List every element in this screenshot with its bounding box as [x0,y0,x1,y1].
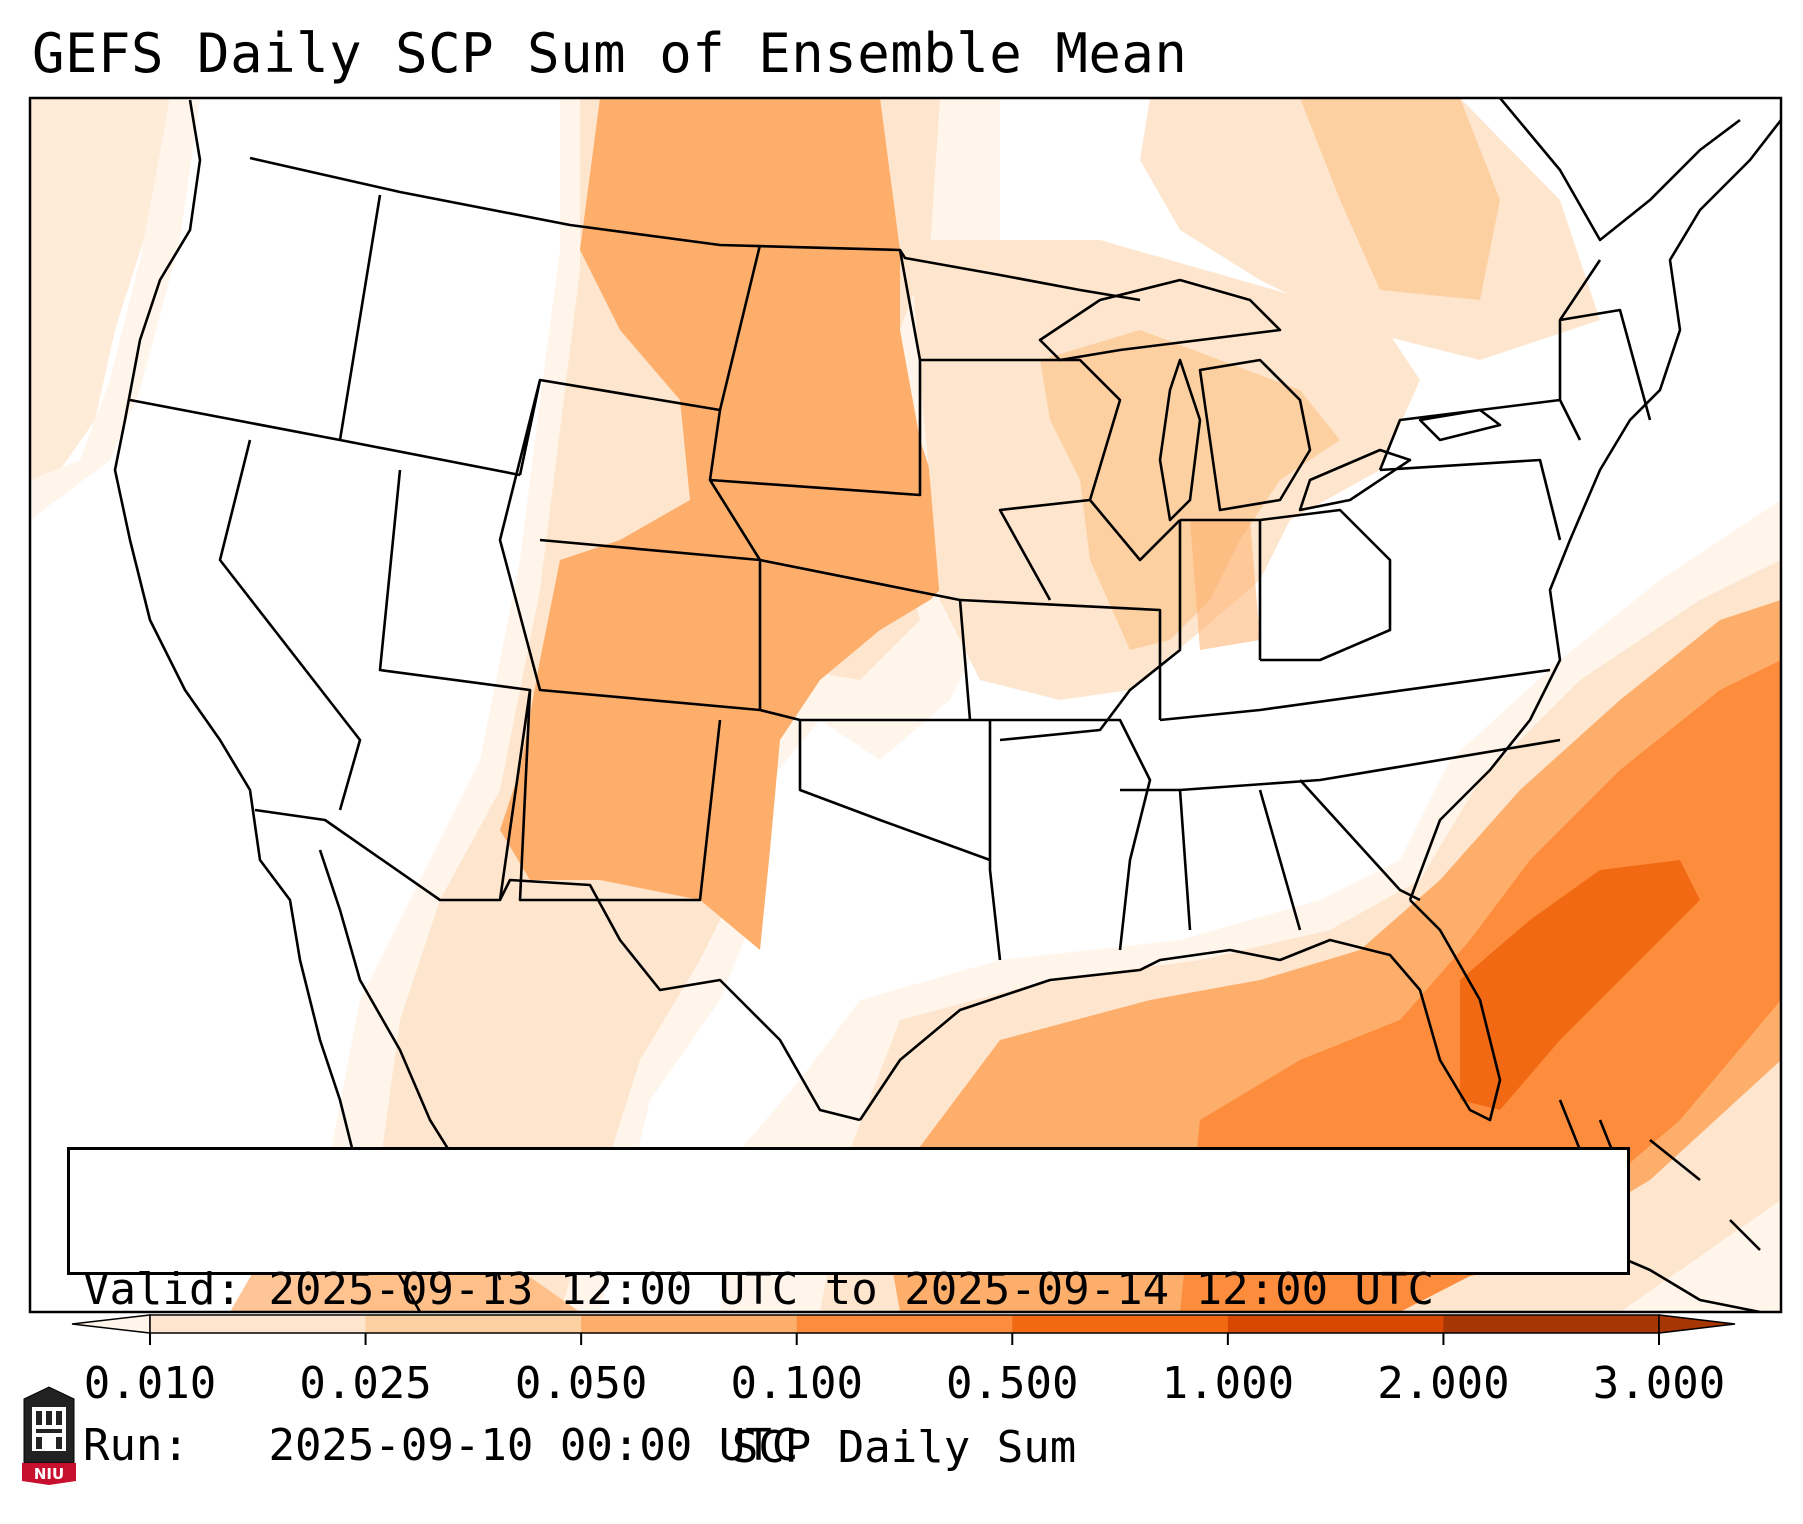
colorbar-tick-label: 1.000 [1161,1358,1295,1409]
map-frame [28,96,1783,1314]
lake-ontario [1418,408,1502,442]
shade-atlantic-dark [1460,860,1700,1110]
west-coast [113,99,422,1312]
colorbar-tick-label: 0.010 [83,1358,217,1409]
shade-ontario-med [1300,98,1500,300]
colorbar-segment [796,1315,1013,1333]
colorbar-segment [1012,1315,1229,1333]
gulf-coast [858,899,1502,1122]
niu-logo-text: NIU [34,1465,64,1483]
colorbar-segment [1443,1315,1660,1333]
valid-value: 2025-09-13 12:00 UTC to 2025-09-14 12:00… [268,1264,1435,1315]
run-line: Run: 2025-09-10 00:00 UTC [83,1420,1627,1472]
shade-indiana [1190,520,1260,650]
map-title: GEFS Daily SCP Sum of Ensemble Mean [32,22,1188,85]
valid-label: Valid: [83,1264,242,1315]
colorbar-ticks [149,1333,1660,1345]
shade-plains-core [500,98,960,950]
colorbar-tick-label: 3.000 [1592,1358,1726,1409]
state-lines-west [129,194,972,901]
valid-info-box: Valid: 2025-09-13 12:00 UTC to 2025-09-1… [67,1147,1630,1471]
shade-pacific-light [30,98,200,520]
state-lines-central [518,358,1181,961]
lake-erie [1298,448,1412,512]
colorbar-tick-label: 0.050 [514,1358,648,1409]
bahamas [1558,1099,1761,1251]
colorbar-label: SCP Daily Sum [731,1422,1077,1473]
colorbar-tick-label: 0.100 [730,1358,863,1409]
run-label: Run: [83,1420,189,1471]
us-mexico-border [254,808,861,1122]
state-boundaries [113,98,1781,1312]
colorbar-extend-high [1658,1314,1736,1334]
lake-michigan [1158,358,1202,522]
valid-line: Valid: 2025-09-13 12:00 UTC to 2025-09-1… [83,1264,1627,1316]
colorbar-tick-label: 0.500 [946,1358,1079,1409]
colorbar-segment [581,1315,798,1333]
run-value: 2025-09-10 00:00 UTC [268,1420,799,1471]
colorbar-segment [150,1315,367,1333]
michigan-lower [1198,358,1312,512]
lake-superior [1038,278,1282,362]
colorbar-segment [1227,1315,1444,1333]
niu-logo: NIU [22,1386,76,1485]
colorbar-tick-label: 2.000 [1377,1358,1510,1409]
canada-east [1499,98,1741,242]
colorbar-segments [149,1314,1660,1334]
colorbar-tick-label: 0.025 [299,1358,432,1409]
shade-pacific [30,98,170,480]
colorbar-segment [365,1315,582,1333]
colorbar [71,1314,1736,1345]
east-coast [1408,119,1781,901]
